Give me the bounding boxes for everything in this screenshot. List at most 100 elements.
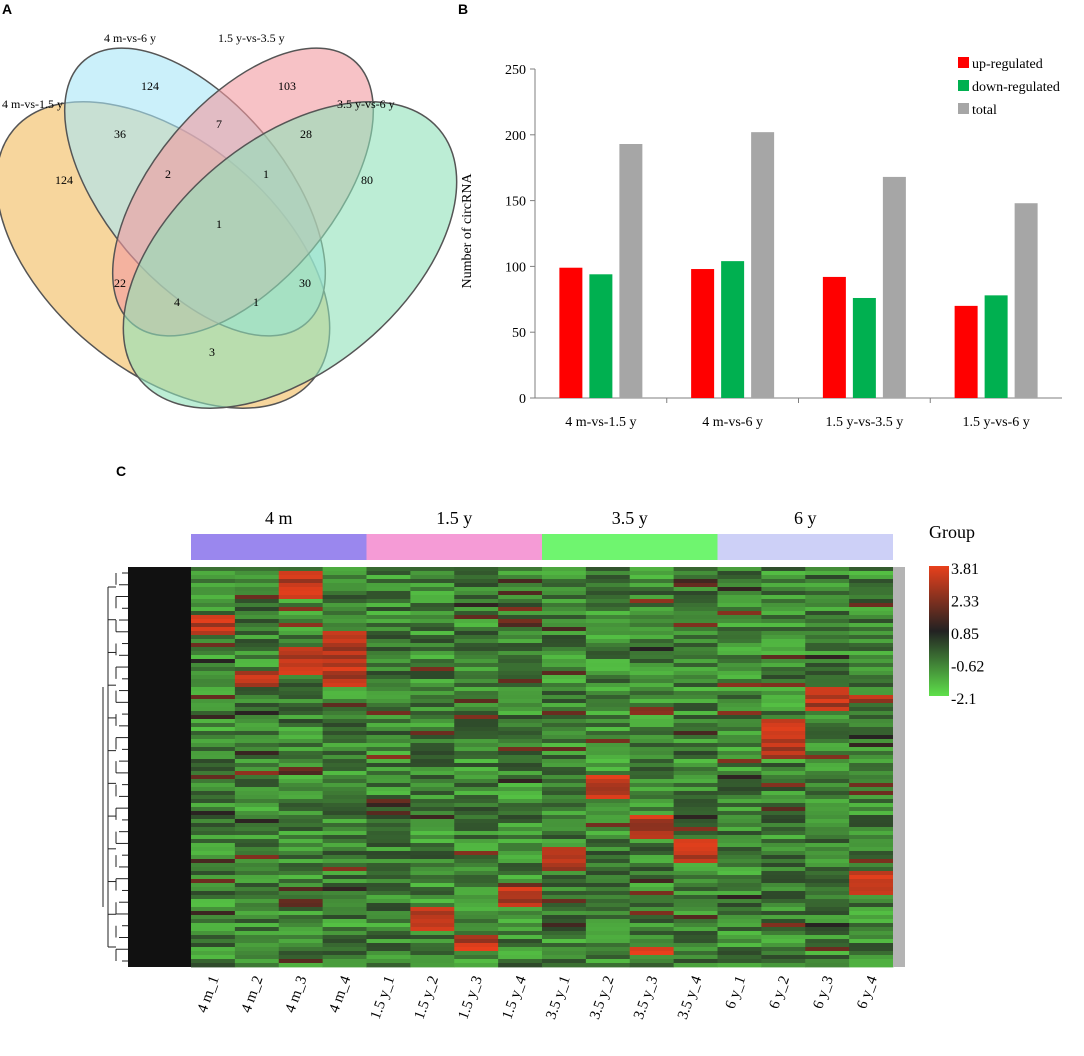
heatmap-cell [673, 787, 718, 792]
heatmap-cell [849, 735, 894, 740]
heatmap-cell [849, 919, 894, 924]
heatmap-cell [629, 727, 675, 732]
heatmap-cell [322, 723, 367, 728]
heatmap-cell [191, 883, 236, 888]
heatmap-cell [673, 943, 718, 948]
heatmap-cell [629, 775, 675, 780]
heatmap-cell [410, 879, 455, 884]
heatmap-cell [805, 723, 850, 728]
heatmap-cell [454, 651, 499, 656]
heatmap-cell [322, 879, 367, 884]
heatmap-cell [410, 795, 455, 800]
heatmap-cell [454, 803, 499, 808]
heatmap-cell [585, 943, 631, 948]
heatmap-cell [805, 927, 850, 932]
heatmap-cell [454, 891, 499, 896]
heatmap-cell [673, 955, 718, 960]
heatmap-cell [849, 903, 894, 908]
heatmap-cell [278, 627, 324, 632]
heatmap-cell [498, 583, 543, 588]
heatmap-cell [717, 583, 762, 588]
heatmap-cell [629, 679, 675, 684]
heatmap-cell [542, 795, 587, 800]
heatmap-cell [542, 571, 587, 576]
heatmap-cell [542, 823, 587, 828]
heatmap-cell [849, 787, 894, 792]
heatmap-cell [673, 775, 718, 780]
heatmap-cell [542, 695, 587, 700]
heatmap-cell [234, 767, 280, 772]
heatmap-cell [629, 879, 675, 884]
heatmap-cell [454, 659, 499, 664]
heatmap-cell [717, 727, 762, 732]
heatmap-cell [673, 899, 718, 904]
heatmap-cell [498, 759, 543, 764]
heatmap-cell [761, 595, 806, 600]
heatmap-cell [542, 639, 587, 644]
heatmap-cell [410, 847, 455, 852]
heatmap-cell [191, 787, 236, 792]
heatmap-cell [629, 867, 675, 872]
heatmap-cell [366, 579, 411, 584]
heatmap-cell [673, 823, 718, 828]
heatmap-cell [542, 847, 587, 852]
heatmap-cell [498, 639, 543, 644]
heatmap-cell [717, 939, 762, 944]
heatmap-group-label: 6 y [794, 508, 817, 528]
heatmap-cell [761, 643, 806, 648]
heatmap-cell [542, 911, 587, 916]
heatmap-cell [542, 655, 587, 660]
heatmap-cell [805, 719, 850, 724]
heatmap-cell [366, 703, 411, 708]
heatmap-cell [498, 659, 543, 664]
heatmap-cell [234, 935, 280, 940]
heatmap-cell [366, 607, 411, 612]
heatmap-cell [234, 807, 280, 812]
heatmap-cell [498, 867, 543, 872]
heatmap-cell [585, 803, 631, 808]
heatmap-cell [234, 607, 280, 612]
heatmap-cell [322, 815, 367, 820]
heatmap-cell [191, 671, 236, 676]
heatmap-cell [673, 659, 718, 664]
heatmap-cell [366, 899, 411, 904]
heatmap-cell [717, 891, 762, 896]
heatmap-cell [805, 899, 850, 904]
heatmap-cell [191, 903, 236, 908]
heatmap-cell [366, 807, 411, 812]
heatmap-cell [673, 575, 718, 580]
heatmap-cell [849, 591, 894, 596]
venn-region-count: 36 [114, 127, 126, 141]
heatmap-cell [673, 567, 718, 572]
heatmap-cell [278, 795, 324, 800]
heatmap-cell [849, 639, 894, 644]
heatmap-cell [761, 743, 806, 748]
heatmap-cell [322, 891, 367, 896]
heatmap-cell [805, 787, 850, 792]
heatmap-cell [629, 815, 675, 820]
heatmap-cell [717, 919, 762, 924]
heatmap-cell [278, 927, 324, 932]
heatmap-cell [410, 903, 455, 908]
heatmap-cell [191, 659, 236, 664]
heatmap-cell [234, 919, 280, 924]
heatmap-cell [498, 907, 543, 912]
heatmap-cell [805, 791, 850, 796]
heatmap-cell [849, 831, 894, 836]
heatmap-cell [673, 707, 718, 712]
heatmap-cell [191, 839, 236, 844]
heatmap-cell [234, 875, 280, 880]
heatmap-cell [498, 647, 543, 652]
heatmap-cell [761, 787, 806, 792]
heatmap-cell [278, 591, 324, 596]
heatmap-cell [761, 807, 806, 812]
heatmap-cell [498, 711, 543, 716]
heatmap-cell [673, 951, 718, 956]
heatmap-cell [191, 959, 236, 964]
heatmap-cell [322, 883, 367, 888]
heatmap-cell [322, 647, 367, 652]
heatmap-cell [191, 727, 236, 732]
heatmap-cell [585, 571, 631, 576]
heatmap-cell [366, 815, 411, 820]
heatmap-cell [542, 947, 587, 952]
